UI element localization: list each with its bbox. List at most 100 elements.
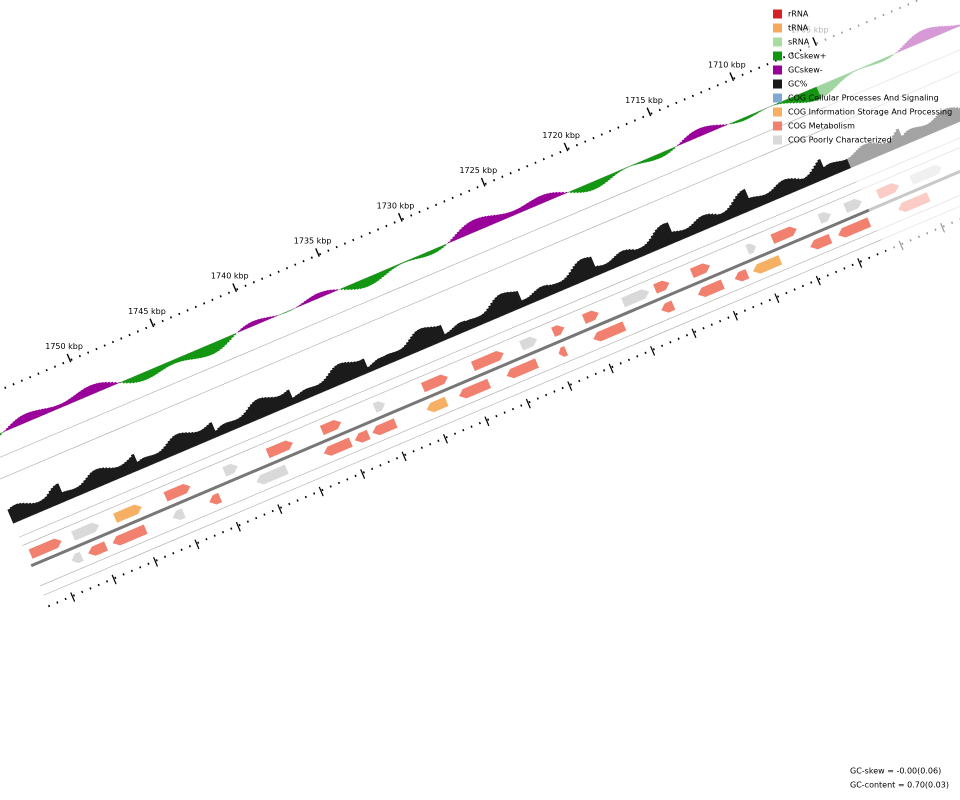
gc-skew-negative xyxy=(466,222,474,234)
legend-swatch xyxy=(773,23,782,33)
gc-skew-positive xyxy=(0,431,5,434)
gc-content-bar xyxy=(372,361,378,370)
gc-skew-positive xyxy=(376,272,382,280)
gc-content-bar xyxy=(763,193,771,204)
gene-arrow xyxy=(470,350,504,371)
ruler-label: 1745 kbp xyxy=(128,307,166,316)
gc-content-stat: GC-content = 0.70(0.03) xyxy=(850,781,949,790)
gc-content-bar xyxy=(183,431,193,449)
gc-content-bar xyxy=(603,263,610,272)
gc-content-bar xyxy=(431,326,442,343)
gc-skew-positive xyxy=(729,122,734,125)
gc-skew-positive xyxy=(776,102,781,105)
gc-skew-negative xyxy=(12,420,18,428)
gc-content-bar xyxy=(316,384,323,394)
gc-content-bar xyxy=(304,387,312,399)
gc-skew-negative xyxy=(515,208,521,214)
gc-skew-positive xyxy=(619,169,623,172)
gc-content-bar xyxy=(691,223,699,234)
gc-content-bar xyxy=(624,249,632,263)
gc-content-bar xyxy=(428,326,439,345)
gc-skew-positive xyxy=(754,111,759,115)
gc-skew-positive xyxy=(655,154,661,160)
gc-skew-positive xyxy=(196,348,204,359)
gc-skew-negative xyxy=(100,381,107,390)
gc-skew-positive xyxy=(798,93,806,104)
legend-label: GCskew+ xyxy=(788,52,826,61)
gc-skew-positive xyxy=(390,266,395,270)
gc-skew-positive xyxy=(370,274,377,284)
gc-skew-negative xyxy=(492,214,499,224)
ruler-tick xyxy=(480,177,486,187)
gc-skew-positive xyxy=(393,265,397,269)
gc-content-bar xyxy=(792,177,801,191)
gc-skew-positive xyxy=(155,366,161,373)
gc-skew-positive xyxy=(765,107,769,109)
gc-content-bar xyxy=(601,264,608,273)
gc-skew-positive xyxy=(127,377,133,384)
gc-skew-positive xyxy=(572,189,577,194)
gc-content-bar xyxy=(61,491,69,502)
gc-content-bar xyxy=(259,397,271,416)
gc-content-bar xyxy=(726,207,735,219)
gc-content-bar xyxy=(476,316,483,326)
gc-content-bar xyxy=(30,502,39,515)
gc-content-bar xyxy=(245,409,254,423)
gc-skew-negative xyxy=(274,315,278,318)
gc-content-bar xyxy=(349,361,359,379)
gc-skew-positive xyxy=(210,342,218,354)
inner-ruler-tick xyxy=(401,451,407,462)
gc-content-bar xyxy=(447,331,453,339)
gc-skew-positive xyxy=(752,112,756,117)
gc-content-bar xyxy=(674,230,682,241)
gene-arrow xyxy=(71,522,100,541)
gc-content-bar xyxy=(566,274,574,287)
gc-content-bar xyxy=(142,457,149,468)
gc-skew-negative xyxy=(557,191,562,197)
gc-skew-negative xyxy=(75,392,82,401)
inner-ruler-tick xyxy=(608,363,614,374)
gc-content-bar xyxy=(553,283,561,293)
gene-arrow xyxy=(697,279,725,297)
legend-label: COG Information Storage And Processing xyxy=(788,108,952,117)
gc-skew-positive xyxy=(415,255,419,260)
gc-skew-negative xyxy=(560,191,565,196)
gc-skew-positive xyxy=(285,311,289,313)
gc-content-bar xyxy=(766,192,773,203)
gc-content-bar xyxy=(355,360,365,376)
gc-skew-negative xyxy=(113,381,118,386)
gc-content-bar xyxy=(414,330,425,350)
gc-skew-negative xyxy=(479,216,488,228)
gc-content-bar xyxy=(582,257,594,279)
gc-content-bar xyxy=(719,212,726,223)
gc-skew-positive xyxy=(589,182,596,191)
gc-skew-negative xyxy=(303,300,308,305)
gc-content-bar xyxy=(158,450,166,461)
gc-skew-positive xyxy=(445,243,449,245)
legend-label: sRNA xyxy=(788,38,810,47)
gene-arrow xyxy=(426,396,449,413)
gc-content-bar xyxy=(724,209,732,220)
gc-skew-negative xyxy=(474,218,482,231)
gc-content-bar xyxy=(536,288,544,300)
gc-content-bar xyxy=(382,355,389,366)
gene-arrow xyxy=(420,374,448,393)
gene-arrow xyxy=(372,401,386,413)
ruler-label: 1735 kbp xyxy=(294,236,332,245)
gc-skew-negative xyxy=(554,191,559,198)
gc-content-bar xyxy=(813,164,823,182)
gc-content-bar xyxy=(208,422,218,438)
inner-ruler-tick xyxy=(774,293,780,303)
gc-content-bar xyxy=(110,467,119,481)
gc-skew-positive xyxy=(144,370,151,380)
gc-content-bar xyxy=(113,466,122,479)
ruler-label: 1710 kbp xyxy=(708,61,746,70)
gc-skew-negative xyxy=(5,427,10,431)
gc-skew-positive xyxy=(757,110,761,113)
gc-content-bar xyxy=(473,317,481,327)
gc-content-bar xyxy=(422,326,434,347)
gc-skew-negative xyxy=(116,381,120,384)
gc-content-bar xyxy=(100,467,111,484)
gc-content-bar xyxy=(165,443,174,457)
gc-content-bar xyxy=(579,258,591,280)
